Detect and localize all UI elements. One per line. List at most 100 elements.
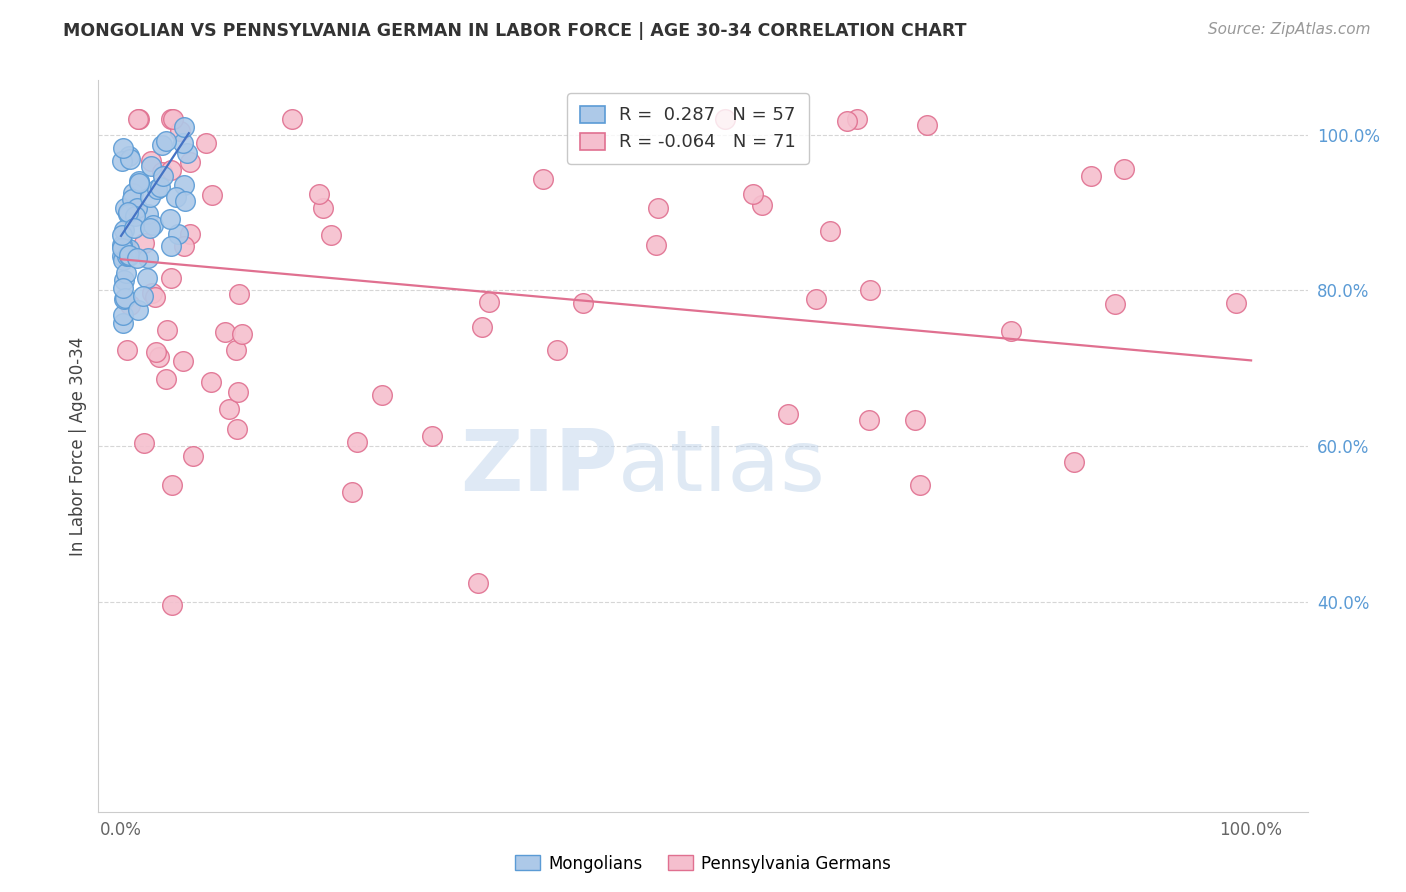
Point (139, 220, 162, 235)
Point (124, 210, 146, 224)
Point (111, 308, 134, 322)
Point (150, 165, 173, 179)
Point (155, 372, 177, 386)
Point (118, 298, 141, 312)
Point (165, 190, 187, 204)
Point (160, 163, 183, 178)
Point (467, 575, 489, 590)
Point (118, 149, 141, 163)
Point (111, 249, 134, 263)
Point (111, 141, 134, 155)
Point (127, 112, 149, 127)
Point (112, 280, 135, 294)
Point (128, 176, 150, 190)
Text: MONGOLIAN VS PENNSYLVANIA GERMAN IN LABOR FORCE | AGE 30-34 CORRELATION CHART: MONGOLIAN VS PENNSYLVANIA GERMAN IN LABO… (63, 22, 967, 40)
Point (176, 145, 198, 160)
Point (471, 319, 494, 334)
Point (172, 136, 194, 151)
Point (118, 242, 141, 256)
Point (138, 190, 160, 204)
Point (195, 136, 218, 151)
Point (111, 241, 134, 255)
Point (156, 323, 179, 337)
Point (136, 207, 159, 221)
Point (647, 201, 669, 215)
Point (117, 204, 139, 219)
Point (111, 238, 134, 252)
Point (136, 251, 159, 265)
Text: atlas: atlas (619, 426, 827, 509)
Point (173, 239, 195, 253)
Point (112, 292, 135, 306)
Point (371, 388, 394, 402)
Point (174, 194, 197, 208)
Point (173, 120, 195, 134)
Point (112, 273, 135, 287)
Point (1225, 296, 1247, 310)
Point (160, 478, 183, 492)
Point (1080, 169, 1102, 183)
Point (218, 401, 240, 416)
Point (571, 296, 593, 310)
Point (148, 350, 170, 364)
Point (1000, 324, 1022, 338)
Point (136, 271, 159, 285)
Point (837, 114, 859, 128)
Point (117, 207, 139, 221)
Point (173, 178, 195, 193)
Point (127, 252, 149, 266)
Point (111, 253, 134, 268)
Point (127, 201, 149, 215)
Point (714, 112, 737, 127)
Point (160, 271, 183, 285)
Point (141, 286, 163, 301)
Point (145, 344, 167, 359)
Point (160, 239, 183, 253)
Point (114, 291, 136, 305)
Point (146, 182, 169, 196)
Point (214, 325, 236, 339)
Point (121, 192, 143, 206)
Point (111, 154, 134, 169)
Point (231, 326, 253, 341)
Point (141, 153, 163, 168)
Point (118, 248, 141, 262)
Point (1114, 162, 1136, 177)
Point (183, 449, 205, 463)
Point (150, 137, 173, 152)
Point (111, 238, 134, 252)
Point (308, 187, 330, 202)
Point (742, 186, 765, 201)
Point (228, 287, 250, 301)
Point (115, 266, 138, 280)
Point (778, 407, 800, 421)
Text: Source: ZipAtlas.com: Source: ZipAtlas.com (1208, 22, 1371, 37)
Point (112, 222, 135, 236)
Point (115, 343, 138, 357)
Point (478, 294, 501, 309)
Legend: R =  0.287   N = 57, R = -0.064   N = 71: R = 0.287 N = 57, R = -0.064 N = 71 (567, 93, 808, 164)
Point (111, 238, 134, 252)
Point (167, 227, 190, 241)
Point (114, 202, 136, 216)
Point (226, 385, 249, 400)
Point (152, 169, 174, 184)
Point (201, 188, 224, 202)
Point (122, 220, 145, 235)
Point (818, 224, 841, 238)
Point (806, 293, 828, 307)
Point (118, 249, 141, 263)
Point (346, 435, 368, 450)
Point (111, 228, 134, 243)
Y-axis label: In Labor Force | Age 30-34: In Labor Force | Age 30-34 (69, 336, 87, 556)
Point (1104, 297, 1126, 311)
Point (155, 134, 177, 148)
Legend: Mongolians, Pennsylvania Germans: Mongolians, Pennsylvania Germans (509, 848, 897, 880)
Point (846, 112, 869, 127)
Point (179, 227, 201, 242)
Point (143, 290, 166, 304)
Point (128, 174, 150, 188)
Point (172, 353, 194, 368)
Point (546, 343, 568, 358)
Point (112, 316, 135, 330)
